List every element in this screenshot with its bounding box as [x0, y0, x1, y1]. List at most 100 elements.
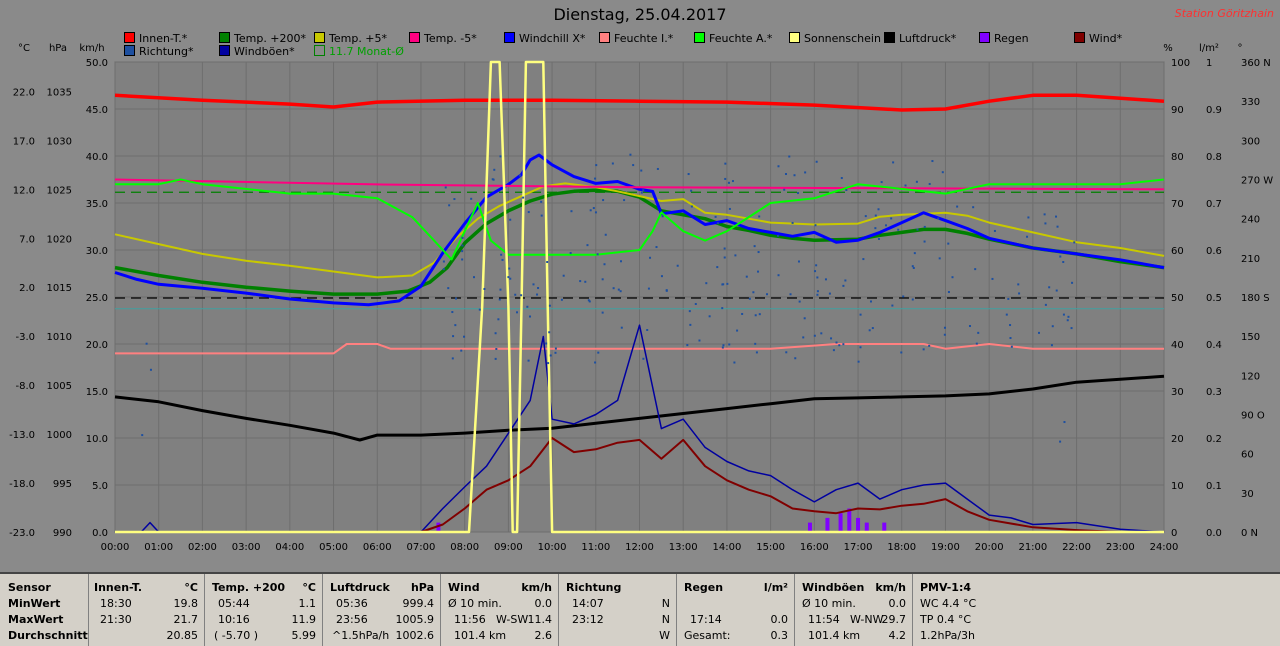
- direction-dot: [835, 341, 838, 344]
- direction-dot: [660, 275, 663, 278]
- direction-dot: [741, 312, 744, 315]
- series-line: [114, 374, 1165, 442]
- pressure-tick-label: 1015: [47, 283, 72, 294]
- direction-dot: [548, 331, 551, 334]
- direction-dot: [794, 357, 797, 360]
- x-tick-label: 08:00: [450, 542, 479, 553]
- stats-wind: Wind km/h Ø 10 min. 0.0 11:56 W-SW 11.4 101.…: [440, 574, 559, 646]
- direction-dot: [915, 180, 918, 183]
- direction-dot: [1059, 255, 1062, 258]
- direction-dot: [815, 160, 818, 163]
- direction-dot: [498, 298, 501, 301]
- legend-swatch: [219, 45, 230, 56]
- rain-bar: [838, 513, 843, 532]
- direction-dot: [859, 346, 862, 349]
- direction-dot: [676, 264, 679, 267]
- direction-dot: [842, 343, 845, 346]
- direction-dot: [916, 228, 919, 231]
- legend-swatch: [409, 32, 420, 43]
- pressure-tick-label: 1000: [47, 430, 72, 441]
- rain-bar: [882, 522, 887, 532]
- direction-dot: [1044, 303, 1047, 306]
- direction-dot: [453, 198, 456, 201]
- temp-tick-label: 2.0: [19, 283, 35, 294]
- direction-dot: [501, 258, 504, 261]
- direction-dot: [722, 283, 725, 286]
- pressure-tick-label: 1020: [47, 234, 72, 245]
- direction-dot: [689, 323, 692, 326]
- legend-swatch: [694, 32, 705, 43]
- x-tick-label: 18:00: [887, 542, 916, 553]
- legend-windchill: Windchill X*: [504, 32, 585, 45]
- direction-dot: [757, 270, 760, 273]
- direction-dot: [562, 274, 565, 277]
- direction-dot: [540, 200, 543, 203]
- legend-temp-minus5: Temp. -5*: [409, 32, 477, 45]
- direction-dot: [816, 293, 819, 296]
- series-line: [114, 188, 1165, 296]
- direction-dot: [601, 311, 604, 314]
- direction-dot: [527, 211, 530, 214]
- direction-dot: [690, 205, 693, 208]
- stats-innen: Innen-T. °C 18:30 19.8 21:30 21.7 20.85: [88, 574, 205, 646]
- direction-dot: [791, 221, 794, 224]
- direction-dot: [798, 300, 801, 303]
- direction-dot: [491, 178, 494, 181]
- pressure-tick-label: 990: [53, 528, 72, 539]
- direction-dot: [1056, 225, 1059, 228]
- x-tick-label: 05:00: [319, 542, 348, 553]
- direction-dot: [499, 155, 502, 158]
- direction-dot: [619, 260, 622, 263]
- rain-tick-label: 0.7: [1206, 199, 1222, 210]
- legend-swatch: [599, 32, 610, 43]
- direction-dot: [448, 204, 451, 207]
- direction-dot: [723, 256, 726, 259]
- direction-dot: [900, 351, 903, 354]
- legend-luftdruck: Luftdruck*: [884, 32, 956, 45]
- direction-dot: [526, 305, 529, 308]
- direction-dot: [802, 336, 805, 339]
- direction-dot: [784, 173, 787, 176]
- direction-dot: [892, 161, 895, 164]
- direction-tick-label: 180 S: [1241, 293, 1270, 304]
- legend-swatch: [884, 32, 895, 43]
- direction-dot: [789, 293, 792, 296]
- direction-dot: [646, 329, 649, 332]
- direction-dot: [454, 324, 457, 327]
- direction-dot: [536, 293, 539, 296]
- direction-dot: [520, 294, 523, 297]
- direction-dot: [838, 344, 841, 347]
- direction-dot: [777, 274, 780, 277]
- direction-dot: [814, 224, 817, 227]
- series-line: [115, 324, 1165, 533]
- direction-dot: [642, 357, 645, 360]
- direction-dot: [977, 331, 980, 334]
- legend-innen-t: Innen-T.*: [124, 32, 187, 45]
- legend-swatch: [219, 32, 230, 43]
- direction-dot: [444, 186, 447, 189]
- direction-dot: [897, 228, 900, 231]
- x-tick-label: 03:00: [232, 542, 261, 553]
- direction-dot: [766, 293, 769, 296]
- direction-dot: [796, 192, 799, 195]
- series-line: [114, 93, 1165, 112]
- direction-dot: [956, 205, 959, 208]
- direction-dot: [145, 342, 148, 345]
- direction-dot: [461, 236, 464, 239]
- direction-dot: [570, 210, 573, 213]
- direction-dot: [494, 332, 497, 335]
- direction-dot: [734, 254, 737, 257]
- direction-dot: [943, 326, 946, 329]
- rain-tick-label: 0.0: [1206, 528, 1222, 539]
- direction-dot: [938, 257, 941, 260]
- direction-dot: [647, 287, 650, 290]
- direction-dot: [473, 276, 476, 279]
- direction-dot: [913, 252, 916, 255]
- direction-dot: [727, 181, 730, 184]
- direction-dot: [1062, 313, 1065, 316]
- direction-dot: [508, 267, 511, 270]
- direction-dot: [820, 332, 823, 335]
- direction-dot: [560, 298, 563, 301]
- direction-dot: [816, 276, 819, 279]
- direction-dot: [529, 315, 532, 318]
